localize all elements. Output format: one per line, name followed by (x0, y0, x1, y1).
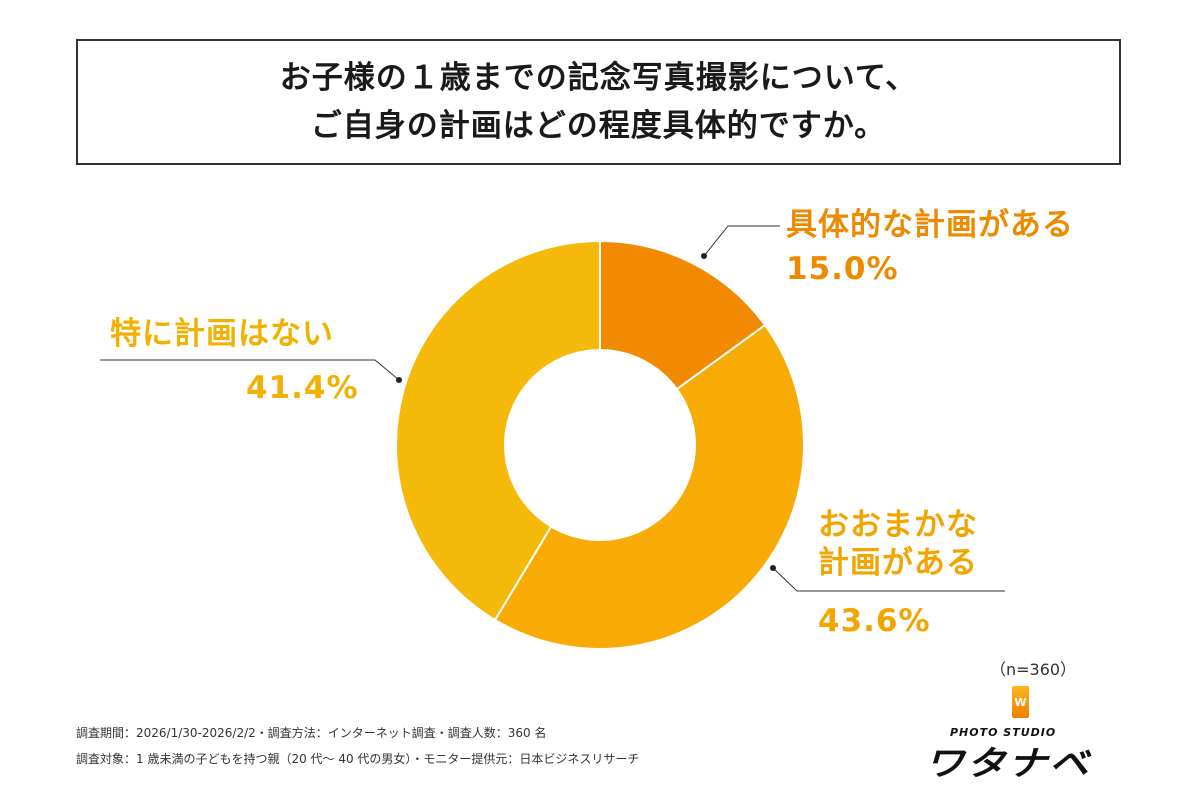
leader-line-slice-1 (772, 567, 1005, 592)
footer-survey-target: 調査対象：1 歳未満の子どもを持つ親（20 代～ 40 代の男女）・モニター提供… (76, 752, 640, 766)
leader-dot-slice-1 (770, 565, 776, 571)
donut-slice-2 (395, 239, 601, 622)
slice-name-line-2: 計画がある (818, 545, 978, 581)
title-box: お子様の１歳までの記念写真撮影について、 ご自身の計画はどの程度具体的ですか。 (76, 39, 1121, 165)
slice-name: 特に計画はない (110, 316, 334, 352)
slice-name: 具体的な計画がある (786, 207, 1074, 243)
slice-label-2: 特に計画はない 41.4% (110, 315, 359, 407)
leader-dot-slice-0 (701, 253, 707, 259)
sample-size: （n=360） (990, 660, 1077, 679)
slice-percent: 43.6% (818, 603, 931, 639)
logo-subtitle: PHOTO STUDIO (950, 726, 1057, 739)
leader-line-slice-0 (703, 225, 780, 257)
title-line-1: お子様の１歳までの記念写真撮影について、 (279, 60, 918, 96)
title-line-2: ご自身の計画はどの程度具体的ですか。 (310, 108, 887, 144)
logo-wordmark: ワタナベ (925, 744, 1091, 784)
slice-name-line-1: おおまかな (818, 507, 978, 543)
leader-lines (100, 225, 1005, 592)
leader-line-slice-2 (100, 359, 400, 381)
leader-dot-slice-2 (396, 377, 402, 383)
footer-survey-period: 調査期間：2026/1/30-2026/2/2・調査方法：インターネット調査・調… (76, 726, 547, 740)
slice-percent: 15.0% (786, 251, 899, 287)
donut-slice-1 (493, 323, 805, 650)
slice-label-1: おおまかな 計画がある 43.6% (818, 506, 978, 640)
logo-icon: W (1012, 686, 1029, 718)
slice-label-0: 具体的な計画がある 15.0% (786, 206, 1074, 288)
slice-percent: 41.4% (246, 370, 359, 406)
donut-slice-0 (599, 239, 767, 391)
